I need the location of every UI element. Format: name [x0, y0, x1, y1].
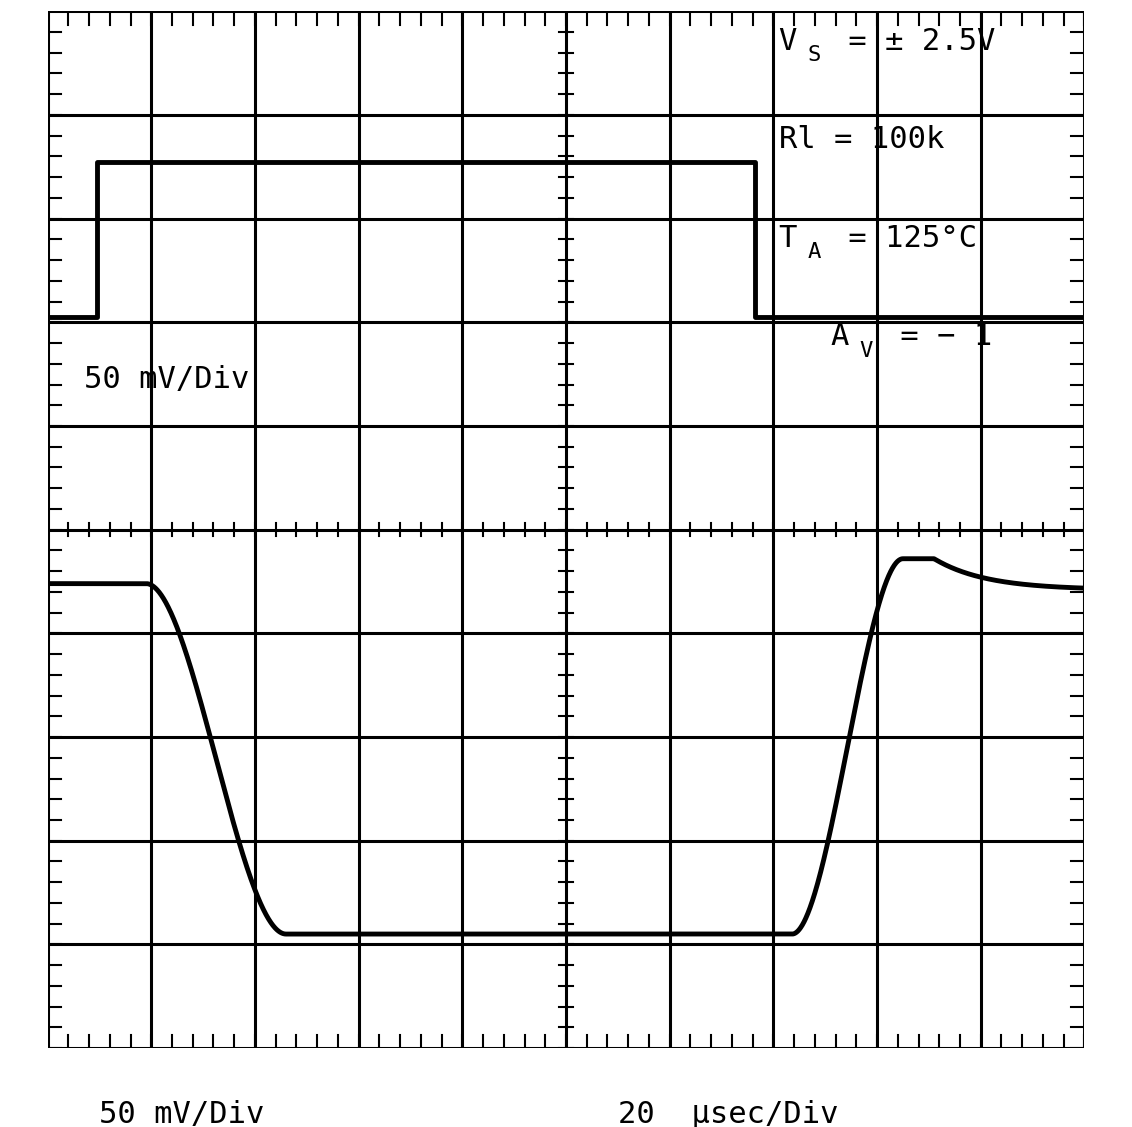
Text: A: A [831, 322, 849, 352]
Text: 50 mV/Div: 50 mV/Div [100, 1100, 265, 1127]
Text: 20  μsec/Div: 20 μsec/Div [618, 1100, 839, 1127]
Text: = ± 2.5V: = ± 2.5V [831, 27, 996, 56]
Text: T: T [779, 224, 797, 252]
Text: A: A [807, 242, 821, 263]
Text: S: S [807, 45, 821, 65]
Text: Rl = 100k: Rl = 100k [779, 125, 944, 154]
Text: 50 mV/Div: 50 mV/Div [84, 365, 249, 393]
Text: V: V [859, 341, 873, 361]
Text: = 125°C: = 125°C [831, 224, 977, 252]
Text: V: V [779, 27, 797, 56]
Text: = − 1: = − 1 [882, 322, 993, 352]
